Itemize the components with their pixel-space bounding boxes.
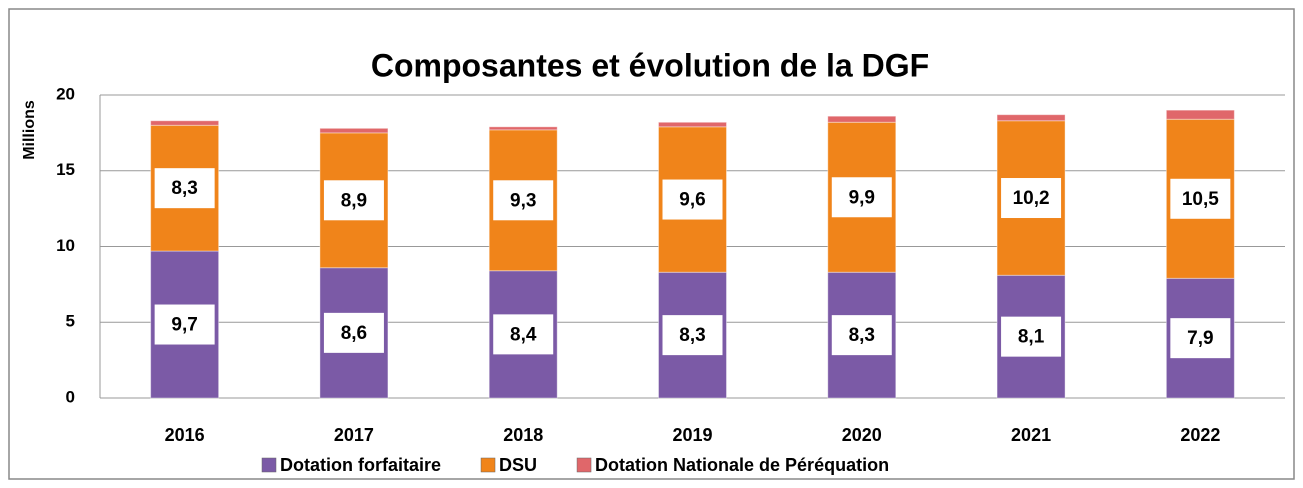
bar-segment xyxy=(488,126,558,131)
data-label: 9,6 xyxy=(679,190,705,211)
label-box xyxy=(323,312,384,353)
data-label: 8,6 xyxy=(341,323,367,344)
y-tick-label: 15 xyxy=(56,160,75,179)
data-label: 7,9 xyxy=(1187,328,1213,349)
label-box xyxy=(1170,318,1231,359)
bar-segment xyxy=(996,114,1066,122)
y-tick-label: 0 xyxy=(66,387,75,406)
legend-label: DSU xyxy=(499,455,537,475)
chart-border xyxy=(8,8,1295,480)
label-box xyxy=(1170,178,1231,219)
x-tick-label: 2017 xyxy=(334,425,374,445)
label-box xyxy=(831,315,892,356)
x-tick-label: 2016 xyxy=(165,425,205,445)
data-label: 10,5 xyxy=(1182,189,1219,210)
data-label: 10,2 xyxy=(1013,188,1050,209)
bar-segment xyxy=(319,127,389,134)
bar-segment xyxy=(827,115,897,123)
legend-swatch xyxy=(480,457,496,473)
x-tick-label: 2019 xyxy=(672,425,712,445)
data-label: 8,3 xyxy=(849,325,875,346)
x-tick-label: 2022 xyxy=(1180,425,1220,445)
data-label: 8,9 xyxy=(341,190,367,211)
data-label: 8,1 xyxy=(1018,327,1045,348)
chart-title: Composantes et évolution de la DGF xyxy=(371,47,929,83)
label-box xyxy=(662,315,723,356)
label-box xyxy=(493,180,554,221)
label-box xyxy=(1001,316,1062,357)
bar-segment xyxy=(150,120,220,126)
x-tick-label: 2018 xyxy=(503,425,543,445)
y-tick-label: 20 xyxy=(56,84,75,103)
y-axis-label: Millions xyxy=(21,100,38,160)
data-label: 8,4 xyxy=(510,324,537,345)
data-label: 8,3 xyxy=(171,178,197,199)
data-label: 9,3 xyxy=(510,190,536,211)
legend-swatch xyxy=(576,457,592,473)
legend-label: Dotation Nationale de Péréquation xyxy=(595,455,889,475)
label-box xyxy=(1001,178,1062,219)
y-tick-label: 10 xyxy=(56,236,75,255)
label-box xyxy=(662,179,723,220)
legend-label: Dotation forfaitaire xyxy=(280,455,441,475)
x-tick-label: 2021 xyxy=(1011,425,1051,445)
data-label: 8,3 xyxy=(679,325,705,346)
data-label: 9,9 xyxy=(849,187,875,208)
label-box xyxy=(493,314,554,355)
y-tick-label: 5 xyxy=(66,312,75,331)
x-tick-label: 2020 xyxy=(842,425,882,445)
label-box xyxy=(323,180,384,221)
legend-swatch xyxy=(261,457,277,473)
label-box xyxy=(831,177,892,218)
bar-segment xyxy=(658,121,727,128)
label-box xyxy=(154,168,215,209)
bar-segment xyxy=(1165,109,1235,120)
label-box xyxy=(154,304,215,345)
data-label: 9,7 xyxy=(171,315,197,336)
